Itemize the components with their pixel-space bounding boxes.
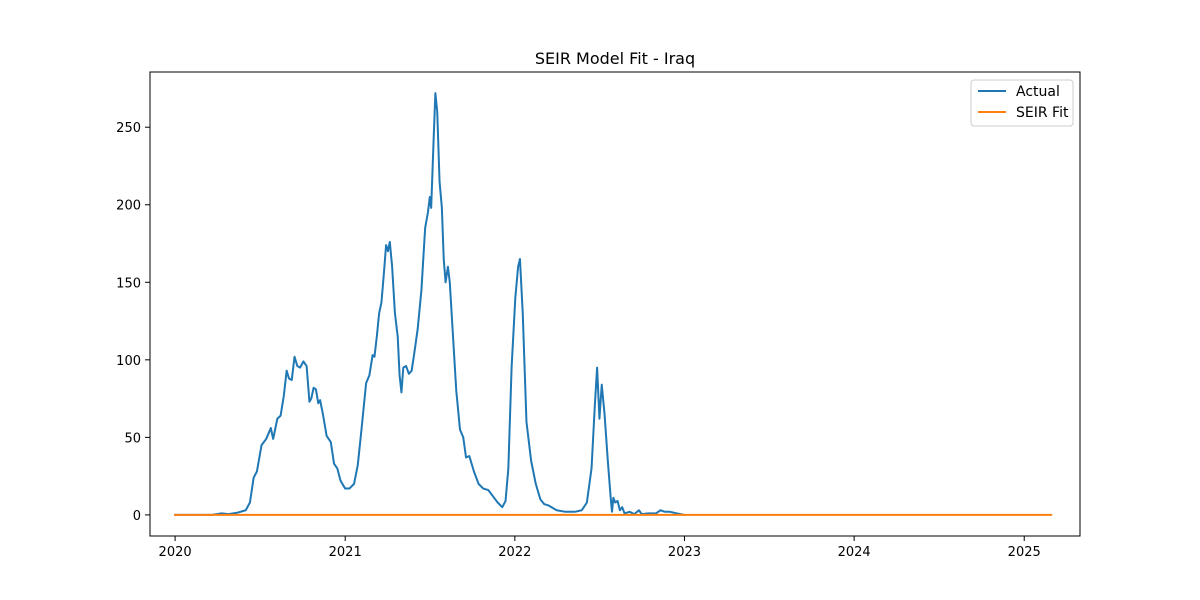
y-tick-label: 50	[124, 431, 141, 446]
legend-label-seir-fit: SEIR Fit	[1016, 105, 1069, 121]
x-tick-label: 2021	[329, 545, 362, 560]
y-tick-label: 0	[133, 509, 141, 524]
chart-title: SEIR Model Fit - Iraq	[535, 49, 695, 68]
x-tick-label: 2025	[1008, 545, 1041, 560]
y-tick-label: 150	[116, 276, 141, 291]
legend-label-actual: Actual	[1016, 84, 1060, 100]
y-tick-label: 200	[116, 199, 141, 214]
x-tick-label: 2022	[498, 545, 531, 560]
y-axis: 0 50 100 150 200 250	[116, 121, 150, 524]
plot-frame	[149, 71, 1081, 537]
x-tick-label: 2023	[668, 545, 701, 560]
series-layer	[174, 92, 1053, 517]
x-tick-label: 2024	[838, 545, 871, 560]
legend: Actual SEIR Fit	[970, 79, 1074, 127]
x-tick-label: 2020	[159, 545, 192, 560]
y-tick-label: 100	[116, 354, 141, 369]
series-line-actual	[174, 92, 686, 517]
x-axis: 2020 2021 2022 2023 2024 2025	[159, 536, 1041, 560]
y-tick-label: 250	[116, 121, 141, 136]
